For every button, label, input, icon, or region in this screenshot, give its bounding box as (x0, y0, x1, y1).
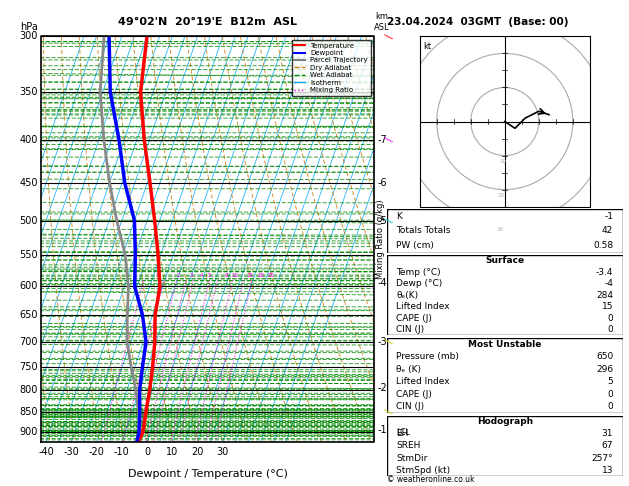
Text: 2: 2 (177, 273, 180, 278)
Text: 23.04.2024  03GMT  (Base: 00): 23.04.2024 03GMT (Base: 00) (387, 17, 569, 27)
Text: Pressure (mb): Pressure (mb) (396, 352, 459, 361)
Text: 550: 550 (19, 250, 38, 260)
Text: 850: 850 (19, 407, 38, 417)
Text: 30: 30 (496, 227, 503, 232)
Text: \: \ (385, 337, 395, 347)
Text: CAPE (J): CAPE (J) (396, 313, 432, 323)
Text: Totals Totals: Totals Totals (396, 226, 450, 235)
Text: 0: 0 (144, 447, 150, 457)
Legend: Temperature, Dewpoint, Parcel Trajectory, Dry Adiabat, Wet Adiabat, Isotherm, Mi: Temperature, Dewpoint, Parcel Trajectory… (292, 40, 370, 96)
Text: 0: 0 (608, 402, 613, 411)
Text: 1: 1 (155, 273, 159, 278)
Text: 10: 10 (499, 159, 506, 164)
Text: 20: 20 (191, 447, 204, 457)
Text: PW (cm): PW (cm) (396, 241, 434, 250)
Text: -1: -1 (377, 425, 387, 435)
Text: 700: 700 (19, 337, 38, 347)
Text: 42: 42 (602, 226, 613, 235)
Text: 4: 4 (199, 273, 203, 278)
Text: -7: -7 (377, 135, 387, 145)
Text: -4: -4 (377, 278, 387, 288)
Text: 3: 3 (190, 273, 193, 278)
Text: SREH: SREH (396, 441, 421, 451)
Text: -10: -10 (114, 447, 130, 457)
Text: 0.58: 0.58 (593, 241, 613, 250)
Text: 300: 300 (19, 32, 38, 41)
Text: Most Unstable: Most Unstable (468, 340, 542, 348)
Text: 67: 67 (602, 441, 613, 451)
Text: © weatheronline.co.uk: © weatheronline.co.uk (387, 474, 474, 484)
Text: Lifted Index: Lifted Index (396, 377, 450, 386)
Text: 350: 350 (19, 87, 38, 97)
Text: \: \ (385, 32, 395, 41)
Text: StmSpd (kt): StmSpd (kt) (396, 466, 450, 475)
Text: StmDir: StmDir (396, 453, 428, 463)
Text: -2: -2 (377, 382, 387, 393)
Text: -6: -6 (377, 177, 387, 188)
Text: 750: 750 (19, 362, 38, 372)
Text: 13: 13 (602, 466, 613, 475)
Text: CAPE (J): CAPE (J) (396, 390, 432, 399)
Text: Temp (°C): Temp (°C) (396, 268, 441, 277)
Text: -20: -20 (89, 447, 104, 457)
Text: 650: 650 (19, 310, 38, 320)
Text: -30: -30 (64, 447, 79, 457)
Text: km
ASL: km ASL (374, 12, 389, 32)
Text: CIN (J): CIN (J) (396, 325, 425, 334)
Text: kt: kt (423, 42, 431, 51)
Text: 10: 10 (231, 273, 238, 278)
Text: -4: -4 (604, 279, 613, 288)
Text: Surface: Surface (485, 257, 525, 265)
Text: 450: 450 (19, 177, 38, 188)
Text: hPa: hPa (20, 21, 38, 32)
Text: 400: 400 (19, 135, 38, 145)
Text: -3.4: -3.4 (596, 268, 613, 277)
Text: 284: 284 (596, 291, 613, 300)
Text: θₑ(K): θₑ(K) (396, 291, 418, 300)
Text: -5: -5 (377, 216, 387, 226)
Text: \: \ (385, 407, 395, 417)
Text: 0: 0 (608, 313, 613, 323)
Text: -1: -1 (604, 212, 613, 221)
Text: \: \ (385, 216, 395, 226)
Text: CIN (J): CIN (J) (396, 402, 425, 411)
Text: EH: EH (396, 429, 409, 438)
Text: LCL: LCL (396, 428, 410, 437)
Text: 10: 10 (166, 447, 179, 457)
Text: Hodograph: Hodograph (477, 417, 533, 426)
Text: 49°02'N  20°19'E  B12m  ASL: 49°02'N 20°19'E B12m ASL (118, 17, 297, 27)
Text: Mixing Ratio (g/kg): Mixing Ratio (g/kg) (376, 200, 385, 279)
Text: -40: -40 (38, 447, 54, 457)
Text: θₑ (K): θₑ (K) (396, 364, 421, 374)
Text: K: K (396, 212, 402, 221)
Text: Lifted Index: Lifted Index (396, 302, 450, 311)
Text: 15: 15 (602, 302, 613, 311)
Text: 8: 8 (225, 273, 228, 278)
Text: 0: 0 (608, 390, 613, 399)
Text: 600: 600 (19, 281, 38, 291)
Text: 5: 5 (608, 377, 613, 386)
Text: 30: 30 (216, 447, 229, 457)
Text: 800: 800 (19, 385, 38, 395)
Text: Dewpoint / Temperature (°C): Dewpoint / Temperature (°C) (128, 469, 287, 479)
Text: 900: 900 (19, 427, 38, 437)
Text: 20: 20 (498, 193, 505, 198)
Text: 5: 5 (208, 273, 211, 278)
Text: 25: 25 (267, 273, 274, 278)
Text: 15: 15 (247, 273, 253, 278)
Text: 650: 650 (596, 352, 613, 361)
Text: \: \ (385, 135, 395, 145)
Text: 20: 20 (258, 273, 265, 278)
Text: 296: 296 (596, 364, 613, 374)
Text: 257°: 257° (592, 453, 613, 463)
Text: 31: 31 (602, 429, 613, 438)
Text: -3: -3 (377, 337, 387, 347)
Text: Dewp (°C): Dewp (°C) (396, 279, 443, 288)
Text: 500: 500 (19, 216, 38, 226)
Text: 0: 0 (608, 325, 613, 334)
